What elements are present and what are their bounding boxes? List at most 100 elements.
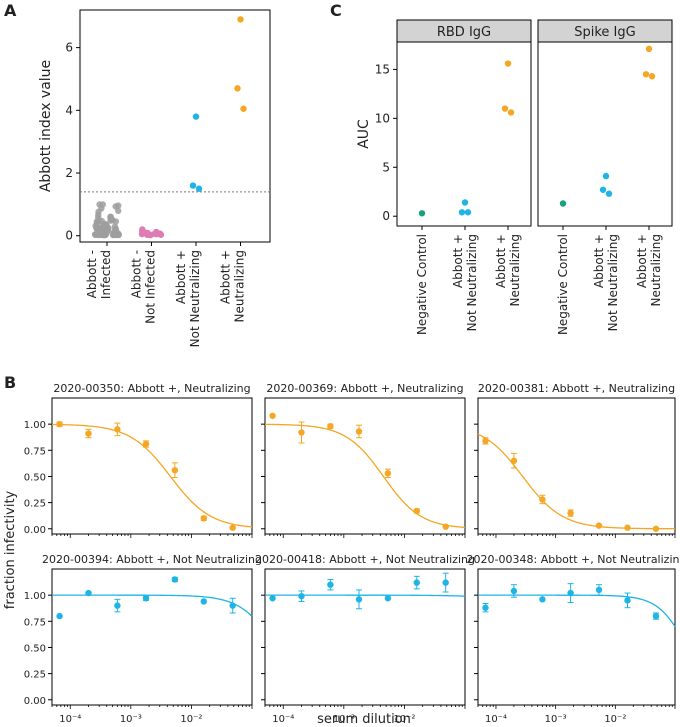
data-point bbox=[114, 602, 121, 609]
panel-letter-b: B bbox=[4, 373, 16, 392]
data-point bbox=[112, 203, 119, 210]
data-point bbox=[200, 515, 207, 522]
data-point bbox=[195, 185, 203, 192]
y-tick-label: 2 bbox=[65, 166, 73, 180]
data-point bbox=[151, 230, 158, 238]
data-point bbox=[111, 223, 119, 230]
x-tick-label: 10⁻³ bbox=[545, 714, 567, 725]
data-point bbox=[442, 579, 449, 586]
data-point bbox=[229, 524, 236, 531]
panel-title: 2020-00394: Abbott +, Not Neutralizing bbox=[42, 553, 262, 566]
data-point bbox=[171, 466, 179, 474]
x-tick-label: 10⁻³ bbox=[120, 714, 142, 725]
facet-frame bbox=[537, 41, 673, 227]
data-point bbox=[355, 596, 363, 603]
panel-title: 2020-00418: Abbott +, Not Neutralizing bbox=[255, 553, 475, 566]
data-point bbox=[142, 595, 150, 602]
fit-curve bbox=[265, 594, 466, 597]
facet-frame bbox=[396, 41, 532, 227]
panel-frame bbox=[264, 397, 466, 535]
curve-panel: 2020-00350: Abbott +, Neutralizing 0.00 0.… bbox=[24, 382, 253, 538]
x-tick-label: Abbott + bbox=[174, 250, 188, 304]
data-point bbox=[645, 45, 653, 53]
fit-curve bbox=[51, 423, 253, 528]
data-point bbox=[240, 105, 247, 112]
x-tick-label: Negative Control bbox=[556, 234, 570, 335]
y-axis-label: Abbott index value bbox=[38, 60, 54, 192]
fit-curve bbox=[477, 433, 676, 530]
data-point bbox=[624, 597, 631, 604]
data-point bbox=[418, 210, 426, 217]
x-tick-label: Neutralizing bbox=[233, 250, 247, 322]
data-point bbox=[85, 430, 92, 437]
x-tick-label: Abbott + bbox=[635, 234, 649, 288]
x-tick-label: Not Neutralizing bbox=[465, 234, 479, 331]
data-point bbox=[461, 199, 469, 206]
data-point bbox=[109, 231, 117, 239]
facet-title: RBD IgG bbox=[437, 25, 491, 40]
data-point bbox=[624, 524, 631, 531]
data-point bbox=[327, 423, 334, 430]
data-point bbox=[539, 596, 546, 603]
y-tick-label: 0.75 bbox=[24, 617, 46, 628]
y-tick-label: 0.25 bbox=[24, 499, 46, 510]
y-axis-label: AUC bbox=[356, 119, 372, 149]
data-point bbox=[95, 211, 102, 219]
x-tick-label: 10⁻² bbox=[393, 714, 415, 725]
x-tick-label: Not Infected bbox=[144, 250, 158, 324]
data-point bbox=[510, 457, 518, 464]
data-point bbox=[189, 182, 197, 189]
panel-frame bbox=[477, 397, 676, 535]
x-tick-label: Abbott + bbox=[219, 250, 233, 304]
data-point bbox=[458, 209, 466, 216]
y-tick-label: 0.25 bbox=[24, 670, 46, 681]
data-point bbox=[98, 230, 106, 237]
y-tick-label: 0.50 bbox=[24, 643, 46, 654]
data-point bbox=[510, 587, 518, 595]
x-tick-label: 10⁻³ bbox=[333, 714, 355, 725]
curve-panel: 2020-00394: Abbott +, Not Neutralizing 10… bbox=[24, 553, 262, 725]
panel-title: 2020-00350: Abbott +, Neutralizing bbox=[53, 382, 250, 395]
data-point bbox=[327, 581, 334, 588]
data-point bbox=[652, 525, 660, 532]
data-point bbox=[298, 593, 305, 600]
plot-frame bbox=[79, 9, 271, 243]
panel-letter-a: A bbox=[4, 1, 17, 20]
data-point bbox=[507, 109, 515, 116]
panel-frame bbox=[477, 568, 676, 706]
data-point bbox=[192, 113, 200, 120]
y-tick-label: 0.00 bbox=[24, 696, 46, 707]
x-tick-label: 10⁻² bbox=[180, 714, 202, 725]
data-point bbox=[171, 576, 179, 583]
facet-title: Spike IgG bbox=[574, 25, 635, 40]
data-point bbox=[355, 428, 363, 435]
data-point bbox=[605, 190, 613, 197]
y-tick-label: 10 bbox=[375, 111, 390, 125]
curve-panel: 2020-00369: Abbott +, Neutralizing bbox=[261, 382, 466, 538]
x-tick-label: Not Neutralizing bbox=[188, 250, 202, 347]
data-point bbox=[464, 209, 472, 216]
x-tick-label: Abbott + bbox=[451, 234, 465, 288]
panel-frame bbox=[264, 568, 466, 706]
x-tick-label: 10⁻⁴ bbox=[59, 714, 81, 725]
panel-title: 2020-00381: Abbott +, Neutralizing bbox=[478, 382, 675, 395]
fit-curve bbox=[52, 594, 253, 617]
data-point bbox=[56, 612, 63, 620]
data-point bbox=[652, 612, 660, 620]
panel-frame bbox=[51, 568, 253, 706]
panel-letter-c: C bbox=[330, 1, 342, 20]
data-point bbox=[269, 412, 276, 419]
data-point bbox=[602, 172, 610, 180]
y-tick-label: 5 bbox=[382, 160, 390, 174]
data-point bbox=[112, 218, 120, 225]
y-tick-label: 1.00 bbox=[24, 420, 46, 431]
data-point bbox=[539, 496, 546, 503]
x-tick-label: Abbott + bbox=[494, 234, 508, 288]
y-tick-label: 0.75 bbox=[24, 446, 46, 457]
x-tick-label: 10⁻² bbox=[604, 714, 626, 725]
x-tick-label: Neutralizing bbox=[508, 234, 522, 306]
x-tick-label: Neutralizing bbox=[649, 234, 663, 306]
curve-panel: 2020-00348: Abbott +, Not Neutralizing 10… bbox=[467, 553, 680, 725]
y-tick-label: 0.00 bbox=[24, 525, 46, 536]
